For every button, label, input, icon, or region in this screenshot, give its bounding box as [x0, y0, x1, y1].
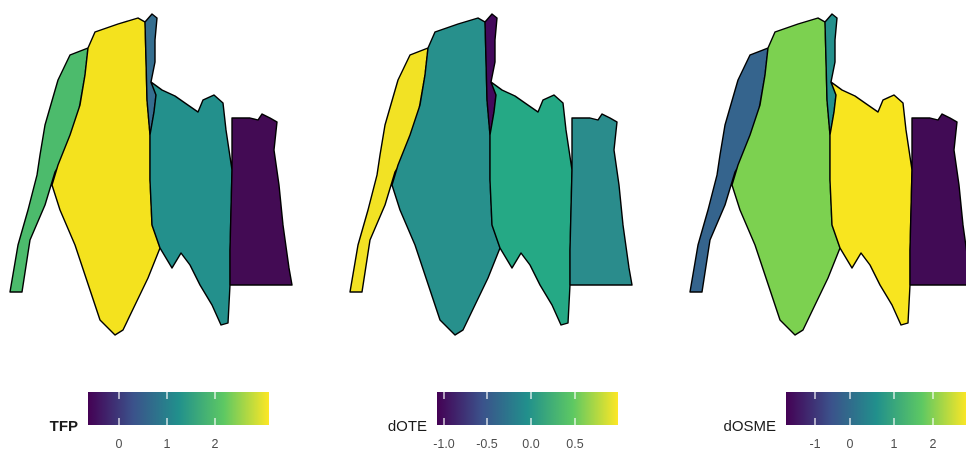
legend-dote: dOTE -1.0 -0.5 0.0 0.5: [388, 392, 618, 451]
map-panel-dote: [349, 13, 633, 336]
tick-label: 0: [116, 437, 123, 451]
region-east: [569, 113, 633, 286]
tick-label: -1: [809, 437, 820, 451]
region-east: [909, 113, 966, 286]
colorbar: [437, 392, 618, 425]
tick-label: 1: [891, 437, 898, 451]
tick-label: 2: [930, 437, 937, 451]
tick-label: 0.5: [566, 437, 583, 451]
tick-label: -0.5: [476, 437, 498, 451]
tick-label: 2: [212, 437, 219, 451]
colorbar: [786, 392, 966, 425]
colorbar-ticks: [814, 392, 934, 425]
legend-tfp: TFP 0 1 2: [50, 392, 269, 451]
legend-dosme: dOSME -1 0 1 2: [723, 392, 966, 451]
legend-title: TFP: [50, 418, 78, 435]
legend-title: dOSME: [723, 418, 776, 435]
tick-label: 0: [847, 437, 854, 451]
region-center-east: [149, 81, 233, 326]
tick-label: 0.0: [522, 437, 539, 451]
legend-title: dOTE: [388, 418, 427, 435]
region-center-east: [829, 81, 913, 326]
colorbar: [88, 392, 269, 425]
tick-label: -1.0: [433, 437, 455, 451]
colorbar-ticks: [443, 392, 576, 425]
region-east: [229, 113, 293, 286]
map-panel-dosme: [689, 13, 966, 336]
colorbar-ticks: [118, 392, 216, 425]
region-center-east: [489, 81, 573, 326]
map-panel-tfp: [9, 13, 293, 336]
tick-label: 1: [164, 437, 171, 451]
